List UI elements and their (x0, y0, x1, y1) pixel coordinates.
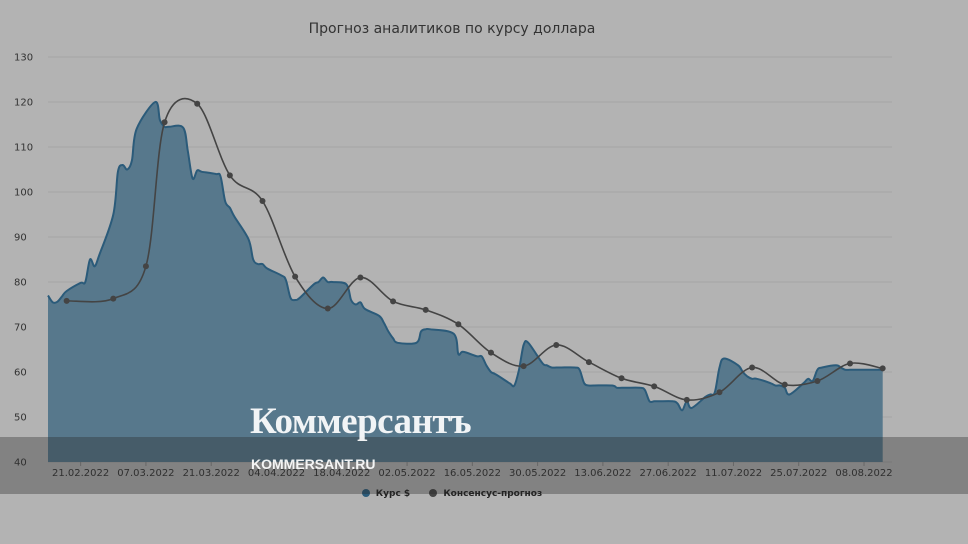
consensus-point[interactable] (847, 360, 854, 367)
line-series (63, 97, 886, 403)
y-tick-label: 50 (14, 413, 27, 424)
x-tick-label: 21.03.2022 (183, 468, 240, 479)
watermark-site-link[interactable]: KOMMERSANT.RU (251, 456, 376, 472)
x-tick-label: 27.06.2022 (640, 468, 697, 479)
consensus-point[interactable] (814, 378, 821, 384)
area-series (47, 101, 883, 463)
x-tick-label: 13.06.2022 (574, 468, 631, 479)
y-tick-label: 120 (14, 98, 33, 109)
area-fill-rate (48, 101, 883, 463)
x-tick-label: 21.02.2022 (52, 468, 109, 479)
consensus-point[interactable] (194, 100, 201, 107)
y-tick-label: 90 (14, 233, 27, 244)
y-tick-label: 110 (14, 143, 33, 154)
y-tick-label: 60 (14, 368, 27, 379)
consensus-point[interactable] (259, 198, 266, 204)
consensus-point[interactable] (651, 383, 658, 390)
consensus-point[interactable] (716, 389, 723, 396)
x-tick-label: 07.03.2022 (117, 468, 174, 479)
consensus-point[interactable] (749, 364, 756, 371)
consensus-point[interactable] (487, 349, 494, 356)
x-tick-label: 18.04.2022 (313, 468, 370, 479)
consensus-point[interactable] (618, 375, 625, 382)
x-tick-label: 08.08.2022 (835, 468, 892, 479)
consensus-point[interactable] (63, 297, 70, 304)
legend-item-rate[interactable]: Курс $ (361, 488, 411, 499)
consensus-point[interactable] (161, 119, 168, 126)
consensus-point[interactable] (683, 396, 690, 403)
y-tick-label: 40 (14, 458, 27, 469)
legend: Курс $ Консенсус-прогноз (0, 488, 904, 499)
y-tick-label: 70 (14, 323, 27, 334)
legend-marker-rate (361, 488, 370, 497)
consensus-point[interactable] (142, 263, 149, 270)
consensus-point[interactable] (553, 342, 560, 348)
consensus-point[interactable] (781, 381, 788, 388)
y-tick-label: 100 (14, 188, 33, 199)
legend-label-rate: Курс $ (375, 489, 411, 499)
consensus-point[interactable] (324, 305, 331, 312)
consensus-point[interactable] (520, 363, 527, 370)
x-tick-label: 25.07.2022 (770, 468, 827, 479)
legend-label-consensus: Консенсус-прогноз (443, 489, 543, 499)
y-axis: 40 50 60 70 80 90 100 110 120 130 (14, 53, 33, 469)
consensus-point[interactable] (110, 295, 117, 302)
consensus-point[interactable] (585, 359, 592, 366)
watermark-band (0, 437, 968, 494)
x-axis: 21.02.2022 07.03.2022 21.03.2022 04.04.2022… (52, 462, 893, 479)
x-tick-label: 02.05.2022 (378, 468, 435, 479)
series-line-rate (47, 101, 883, 412)
y-tick-label: 130 (14, 53, 33, 64)
chart-title: Прогноз аналитиков по курсу доллара (308, 21, 596, 37)
consensus-point[interactable] (879, 365, 886, 372)
consensus-point[interactable] (292, 273, 299, 280)
legend-marker-consensus (429, 488, 438, 497)
y-tick-label: 80 (14, 278, 27, 289)
consensus-point[interactable] (226, 172, 233, 179)
consensus-point[interactable] (455, 321, 462, 328)
consensus-point[interactable] (422, 306, 429, 313)
legend-item-consensus[interactable]: Консенсус-прогноз (429, 488, 543, 499)
consensus-point[interactable] (357, 274, 364, 281)
watermark-logo: Коммерсантъ (250, 401, 472, 442)
x-tick-label: 04.04.2022 (248, 468, 305, 479)
x-tick-label: 30.05.2022 (509, 468, 566, 479)
x-tick-label: 11.07.2022 (705, 468, 762, 479)
consensus-point[interactable] (390, 298, 397, 305)
x-tick-label: 16.05.2022 (444, 468, 501, 479)
